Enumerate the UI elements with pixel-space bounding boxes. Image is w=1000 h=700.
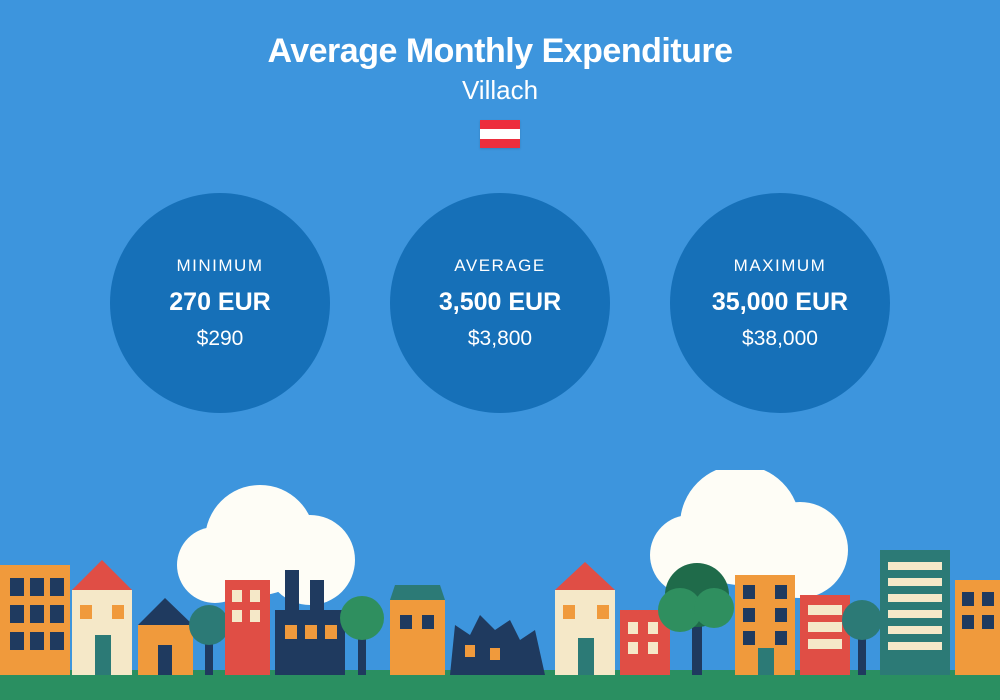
building-icon (0, 565, 70, 675)
infographic-canvas: Average Monthly Expenditure Villach MINI… (0, 0, 1000, 700)
stat-label: MAXIMUM (734, 256, 827, 276)
building-icon (390, 585, 445, 675)
tree-icon (189, 605, 229, 675)
stat-circle-maximum: MAXIMUM 35,000 EUR $38,000 (670, 193, 890, 413)
stat-primary-value: 3,500 EUR (439, 288, 561, 317)
building-icon (735, 575, 795, 675)
stat-circle-average: AVERAGE 3,500 EUR $3,800 (390, 193, 610, 413)
stat-primary-value: 35,000 EUR (712, 288, 848, 317)
building-icon (880, 550, 950, 675)
stat-label: AVERAGE (454, 256, 545, 276)
house-icon (138, 598, 193, 675)
stat-label: MINIMUM (177, 256, 264, 276)
stat-circle-minimum: MINIMUM 270 EUR $290 (110, 193, 330, 413)
building-icon (800, 595, 850, 675)
stat-secondary-value: $3,800 (468, 327, 532, 351)
tree-icon (340, 596, 384, 675)
page-subtitle: Villach (0, 75, 1000, 106)
ruin-icon (450, 615, 545, 675)
building-icon (955, 580, 1000, 675)
building-icon (225, 580, 270, 675)
austria-flag-icon (480, 120, 520, 148)
header: Average Monthly Expenditure Villach (0, 0, 1000, 153)
cityscape-illustration (0, 470, 1000, 700)
stat-secondary-value: $290 (197, 327, 244, 351)
stat-secondary-value: $38,000 (742, 327, 818, 351)
stat-primary-value: 270 EUR (169, 288, 270, 317)
stats-row: MINIMUM 270 EUR $290 AVERAGE 3,500 EUR $… (0, 193, 1000, 413)
page-title: Average Monthly Expenditure (0, 32, 1000, 71)
building-icon (72, 560, 132, 675)
building-icon (555, 562, 615, 675)
